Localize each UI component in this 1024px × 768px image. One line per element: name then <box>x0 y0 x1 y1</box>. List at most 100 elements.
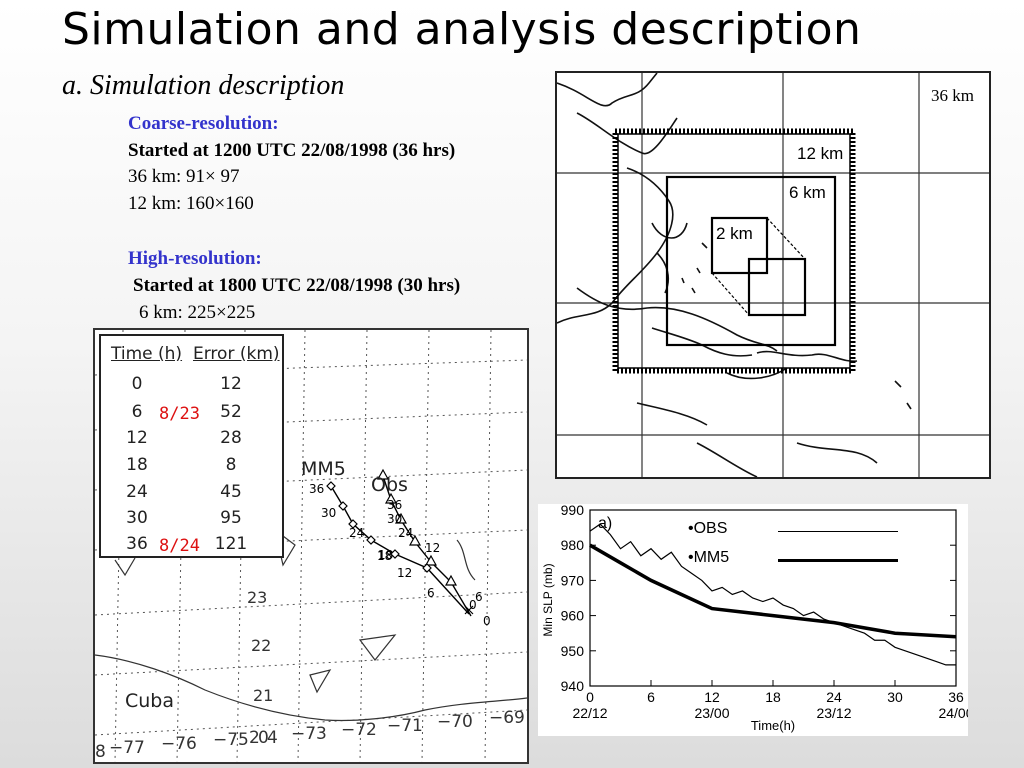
col-error-header: Error (km) <box>193 344 280 364</box>
lon-label: 8 <box>95 742 106 762</box>
slide-title: Simulation and analysis description <box>62 4 862 55</box>
panel-label: a) <box>598 515 612 532</box>
domain-2km-box <box>710 216 769 275</box>
lon-label: 4 <box>267 728 278 748</box>
lon-label: −77 <box>109 738 145 758</box>
y-tick-label: 980 <box>561 537 585 553</box>
date-tag-8-24: 8/24 <box>159 536 200 556</box>
label-cuba: Cuba <box>125 690 175 712</box>
obs-markers <box>376 468 458 586</box>
lon-label: −73 <box>291 724 327 744</box>
legend-obs-label: •OBS <box>688 520 728 537</box>
x-tick-label: 6 <box>647 689 655 705</box>
label-mm5: MM5 <box>301 458 346 480</box>
lat-label: 21 <box>253 686 274 705</box>
table-cell-error: 52 <box>220 402 242 422</box>
date-tick-label: 23/12 <box>816 705 851 721</box>
lon-label: −72 <box>341 720 377 740</box>
lon-label: −75 <box>213 730 249 750</box>
label-6km: 6 km <box>789 183 826 202</box>
x-tick-label: 36 <box>948 689 964 705</box>
table-cell-error: 12 <box>220 374 242 394</box>
x-tick-label: 12 <box>704 689 720 705</box>
high-6km-text: 6 km: 225×225 <box>139 302 256 323</box>
table-cell-error: 121 <box>214 534 248 554</box>
series-mm5-line <box>589 543 957 639</box>
obs-hour-label: 30 <box>387 512 403 526</box>
x-tick-label: 24 <box>826 689 842 705</box>
mm5-hour-label: 30 <box>321 506 337 520</box>
table-cell-time: 12 <box>126 428 148 448</box>
lat-label: 22 <box>251 636 272 655</box>
slide-subtitle: a. Simulation description <box>62 70 345 101</box>
nested-domain-map: 36 km 12 km 6 km 2 km <box>555 71 991 479</box>
lon-label: 2 <box>249 728 260 748</box>
y-tick-label: 940 <box>561 678 585 694</box>
table-cell-error: 45 <box>220 482 242 502</box>
coastline <box>95 528 527 722</box>
obs-hour-label: 24 <box>398 526 414 540</box>
obs-hour-label: 18 <box>378 548 394 562</box>
table-cell-time: 0 <box>131 374 143 394</box>
y-tick-label: 960 <box>561 608 585 624</box>
domain-2km-zoom-box <box>747 257 807 317</box>
series-obs-line <box>589 523 956 666</box>
col-time-header: Time (h) <box>111 344 183 364</box>
x-tick-label: 18 <box>765 689 781 705</box>
mm5-markers <box>326 481 474 615</box>
table-cell-time: 24 <box>126 482 148 502</box>
x-tick-label: 0 <box>586 689 594 705</box>
legend-mm5-label: •MM5 <box>688 549 730 566</box>
lon-labels: 8 −77 −76 −75 2 0 4 −73 −72 −71 −70 −69 <box>95 708 527 762</box>
label-2km: 2 km <box>716 224 753 243</box>
lon-label: −76 <box>161 734 197 754</box>
obs-hour-label: 36 <box>387 498 403 512</box>
high-heading: High-resolution: <box>128 248 262 269</box>
lon-label: 0 <box>258 728 269 748</box>
label-12km: 12 km <box>797 144 843 163</box>
label-36km: 36 km <box>931 86 974 105</box>
mm5-hour-label: 24 <box>349 526 365 540</box>
mm5-hour-label: 18 <box>377 549 393 563</box>
table-cell-time: 6 <box>131 402 143 422</box>
date-tag-8-23: 8/23 <box>159 404 200 424</box>
error-table: Time (h) Error (km) 0 12 6 52 12 28 18 8… <box>99 334 284 558</box>
obs-hour-label: 12 <box>397 566 413 580</box>
mm5-hour-label: 36 <box>309 482 325 496</box>
slp-chart: 940 950 960 970 980 990 0 6 12 18 24 30 36 22/12 23/00… <box>538 502 974 736</box>
y-tick-label: 990 <box>561 504 585 518</box>
legend-obs-swatch <box>778 531 898 532</box>
track-map: Time (h) Error (km) 0 12 6 52 12 28 18 8… <box>93 328 529 764</box>
legend-mm5-swatch <box>778 559 898 562</box>
coarse-heading: Coarse-resolution: <box>128 113 279 134</box>
y-tick-label: 950 <box>561 643 585 659</box>
date-tick-label: 23/00 <box>694 705 729 721</box>
domain-12km-box <box>612 128 856 374</box>
x-axis-label: Time(h) <box>751 718 795 733</box>
coarse-start-text: Started at 1200 UTC 22/08/1998 (36 hrs) <box>128 140 456 161</box>
domain-6km-box <box>665 175 837 347</box>
table-cell-time: 30 <box>126 508 148 528</box>
lon-label: −70 <box>437 712 473 732</box>
coarse-12km-text: 12 km: 160×160 <box>128 193 254 214</box>
mm5-hour-label: 6 <box>475 590 483 604</box>
date-tick-label: 24/00 <box>938 705 968 721</box>
obs-hour-label: 0 <box>469 598 477 612</box>
table-cell-time: 18 <box>126 455 148 475</box>
x-tick-label: 30 <box>887 689 903 705</box>
lon-label: −71 <box>387 716 423 736</box>
mm5-hour-label: 12 <box>425 541 441 555</box>
y-tick-label: 970 <box>561 572 585 588</box>
high-start-text: Started at 1800 UTC 22/08/1998 (30 hrs) <box>133 275 461 296</box>
y-axis-label: Min SLP (mb) <box>541 563 555 636</box>
table-cell-error: 8 <box>225 455 237 475</box>
lon-label: −69 <box>489 708 525 728</box>
table-cell-error: 95 <box>220 508 242 528</box>
obs-hour-label: 6 <box>427 586 435 600</box>
table-cell-time: 36 <box>126 534 148 554</box>
coarse-36km-text: 36 km: 91× 97 <box>128 166 240 187</box>
lat-lon-grid <box>557 73 989 477</box>
table-cell-error: 28 <box>220 428 242 448</box>
date-tick-label: 22/12 <box>572 705 607 721</box>
label-obs: Obs <box>371 474 408 496</box>
